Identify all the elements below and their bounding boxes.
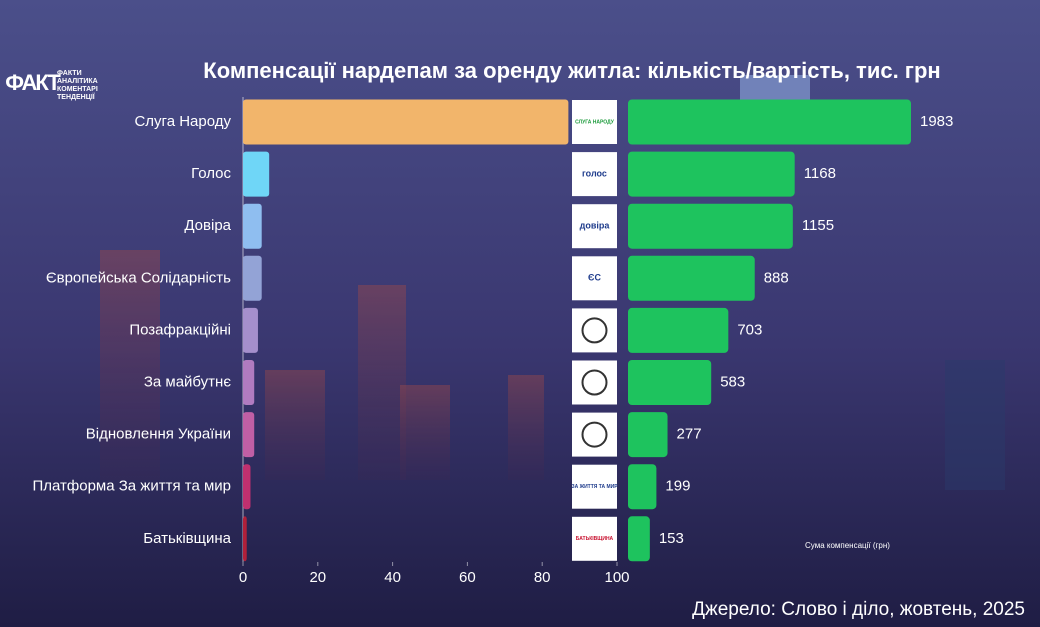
- brand-line: АНАЛІТИКА: [57, 78, 98, 85]
- value-label: 1155: [802, 217, 834, 234]
- value-label: 1983: [920, 113, 953, 130]
- party-logo: [572, 360, 617, 405]
- y-tick-label: Батьківщина: [143, 530, 231, 547]
- brand-line: ФАКТИ: [57, 70, 82, 77]
- party-logo: [572, 256, 617, 301]
- value-label: 153: [659, 530, 684, 547]
- brand-mark: ФАКТ: [5, 70, 61, 95]
- party-logo-text: ЗА ЖИТТЯ ТА МИР: [571, 484, 618, 490]
- bar: [628, 464, 657, 510]
- party-logo: [572, 516, 617, 561]
- bar: [243, 360, 255, 405]
- x-tick-label: 100: [604, 569, 629, 586]
- bar: [243, 464, 251, 510]
- y-tick-label: За майбутнє: [144, 373, 232, 390]
- y-tick-label: Голос: [191, 165, 231, 182]
- party-logo-text: БАТЬКІВЩИНА: [576, 536, 614, 542]
- x-tick-label: 20: [309, 569, 326, 586]
- party-logo-text: СЛУГА НАРОДУ: [575, 119, 615, 125]
- y-tick-label: Платформа За життя та мир: [32, 478, 231, 495]
- chart-title: Компенсації нардепам за оренду житла: кі…: [203, 58, 940, 83]
- party-logo-icon: [581, 317, 608, 344]
- y-tick-label: Позафракційні: [129, 321, 231, 338]
- bar: [243, 99, 569, 145]
- bar: [243, 255, 262, 301]
- y-tick-label: Довіра: [184, 217, 231, 234]
- party-logo: [572, 100, 617, 144]
- party-logo-text: голос: [582, 168, 607, 178]
- value-label: 1168: [804, 165, 836, 182]
- bar: [243, 516, 247, 562]
- bar: [628, 255, 755, 301]
- bar: [243, 203, 262, 249]
- source: Джерело: Слово і діло, жовтень, 2025: [692, 599, 1025, 620]
- value-label: 277: [677, 426, 702, 443]
- bar: [628, 307, 729, 353]
- value-label: 888: [764, 269, 789, 286]
- y-tick-label: Слуга Народу: [134, 113, 231, 130]
- brand-logo: ФАКТ ФАКТИ АНАЛІТИКА КОМЕНТАРІ ТЕНДЕНЦІЇ: [5, 70, 98, 101]
- y-tick-label: Відновлення України: [86, 426, 231, 443]
- party-logo: [572, 204, 617, 249]
- value-label: 703: [737, 321, 762, 338]
- bar: [243, 412, 255, 458]
- party-logo: [572, 152, 617, 197]
- bar: [243, 307, 258, 353]
- bar: [628, 360, 712, 405]
- bar: [628, 203, 793, 249]
- party-logo-icon: [581, 421, 608, 448]
- party-logo: [572, 464, 617, 509]
- y-tick-label: Європейська Солідарність: [46, 269, 231, 286]
- party-logo-text: ЄС: [588, 273, 601, 283]
- bar: [628, 516, 650, 562]
- x-tick-label: 80: [534, 569, 551, 586]
- brand-line: КОМЕНТАРІ: [57, 86, 98, 93]
- bar: [628, 99, 911, 145]
- party-logo-text: довіра: [580, 221, 611, 231]
- value-label: 199: [665, 478, 690, 495]
- x-tick-label: 0: [239, 569, 247, 586]
- bar: [628, 151, 795, 197]
- x-tick-label: 40: [384, 569, 401, 586]
- bar: [628, 412, 668, 458]
- brand-line: ТЕНДЕНЦІЇ: [57, 93, 96, 101]
- value-label: 583: [720, 373, 745, 390]
- bar: [243, 151, 270, 197]
- background-buildings: [100, 75, 1005, 490]
- party-logo: [572, 308, 617, 353]
- party-logo-icon: [581, 369, 608, 396]
- legend-label: Сума компенсації (грн): [805, 541, 890, 550]
- party-logo: [572, 412, 617, 457]
- x-tick-label: 60: [459, 569, 476, 586]
